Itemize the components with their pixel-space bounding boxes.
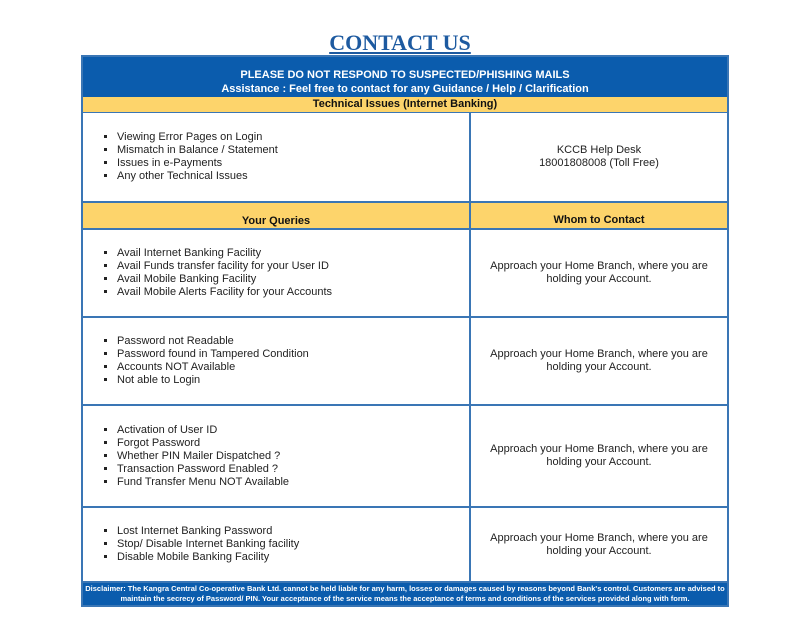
technical-row: Viewing Error Pages on LoginMismatch in … — [83, 112, 727, 201]
contact-cell: Approach your Home Branch, where you are… — [490, 260, 708, 285]
table-row: Activation of User IDForgot PasswordWhet… — [83, 404, 727, 506]
list-item: Avail Mobile Banking Facility — [117, 273, 332, 286]
disclaimer: Disclaimer: The Kangra Central Co-operat… — [83, 581, 727, 605]
header-contact: Whom to Contact — [553, 214, 645, 226]
contact-cell: Approach your Home Branch, where you are… — [490, 443, 708, 468]
list-item: Avail Funds transfer facility for your U… — [117, 260, 332, 273]
list-item: Viewing Error Pages on Login — [117, 131, 278, 144]
list-item: Lost Internet Banking Password — [117, 525, 299, 538]
list-item: Stop/ Disable Internet Banking facility — [117, 538, 299, 551]
list-item: Activation of User ID — [117, 424, 289, 437]
technical-heading: Technical Issues (Internet Banking) — [83, 97, 727, 112]
list-item: Disable Mobile Banking Facility — [117, 551, 299, 564]
queries-list: Password not ReadablePassword found in T… — [83, 335, 309, 387]
help-desk-name: KCCB Help Desk — [556, 144, 642, 156]
banner-warning: PLEASE DO NOT RESPOND TO SUSPECTED/PHISH… — [240, 69, 570, 81]
list-item: Avail Internet Banking Facility — [117, 247, 332, 260]
list-item: Accounts NOT Available — [117, 361, 309, 374]
queries-list: Lost Internet Banking PasswordStop/ Disa… — [83, 525, 299, 564]
list-item: Any other Technical Issues — [117, 170, 278, 183]
list-item: Not able to Login — [117, 374, 309, 387]
contact-cell: Approach your Home Branch, where you are… — [490, 348, 708, 373]
banner-assistance: Assistance : Feel free to contact for an… — [221, 83, 589, 95]
page-title: CONTACT US — [329, 30, 471, 55]
table-row: Password not ReadablePassword found in T… — [83, 316, 727, 404]
list-item: Mismatch in Balance / Statement — [117, 144, 278, 157]
table-row: Avail Internet Banking FacilityAvail Fun… — [83, 228, 727, 316]
help-desk-phone: 18001808008 (Toll Free) — [539, 157, 659, 169]
help-desk-contact: KCCB Help Desk 18001808008 (Toll Free) — [471, 113, 727, 201]
contact-cell: Approach your Home Branch, where you are… — [490, 531, 708, 557]
list-item: Forgot Password — [117, 437, 289, 450]
phishing-banner: PLEASE DO NOT RESPOND TO SUSPECTED/PHISH… — [83, 57, 727, 97]
list-item: Whether PIN Mailer Dispatched ? — [117, 450, 289, 463]
queries-list: Activation of User IDForgot PasswordWhet… — [83, 424, 289, 489]
column-headers: Your Queries Whom to Contact — [83, 201, 727, 228]
list-item: Password found in Tampered Condition — [117, 348, 309, 361]
queries-list: Avail Internet Banking FacilityAvail Fun… — [83, 247, 332, 299]
list-item: Issues in e-Payments — [117, 157, 278, 170]
list-item: Transaction Password Enabled ? — [117, 463, 289, 476]
technical-issues-list: Viewing Error Pages on LoginMismatch in … — [83, 131, 278, 183]
header-queries: Your Queries — [83, 203, 471, 228]
list-item: Avail Mobile Alerts Facility for your Ac… — [117, 286, 332, 299]
list-item: Password not Readable — [117, 335, 309, 348]
table-row: Lost Internet Banking PasswordStop/ Disa… — [83, 506, 727, 581]
list-item: Fund Transfer Menu NOT Available — [117, 476, 289, 489]
contact-table: PLEASE DO NOT RESPOND TO SUSPECTED/PHISH… — [81, 55, 729, 607]
